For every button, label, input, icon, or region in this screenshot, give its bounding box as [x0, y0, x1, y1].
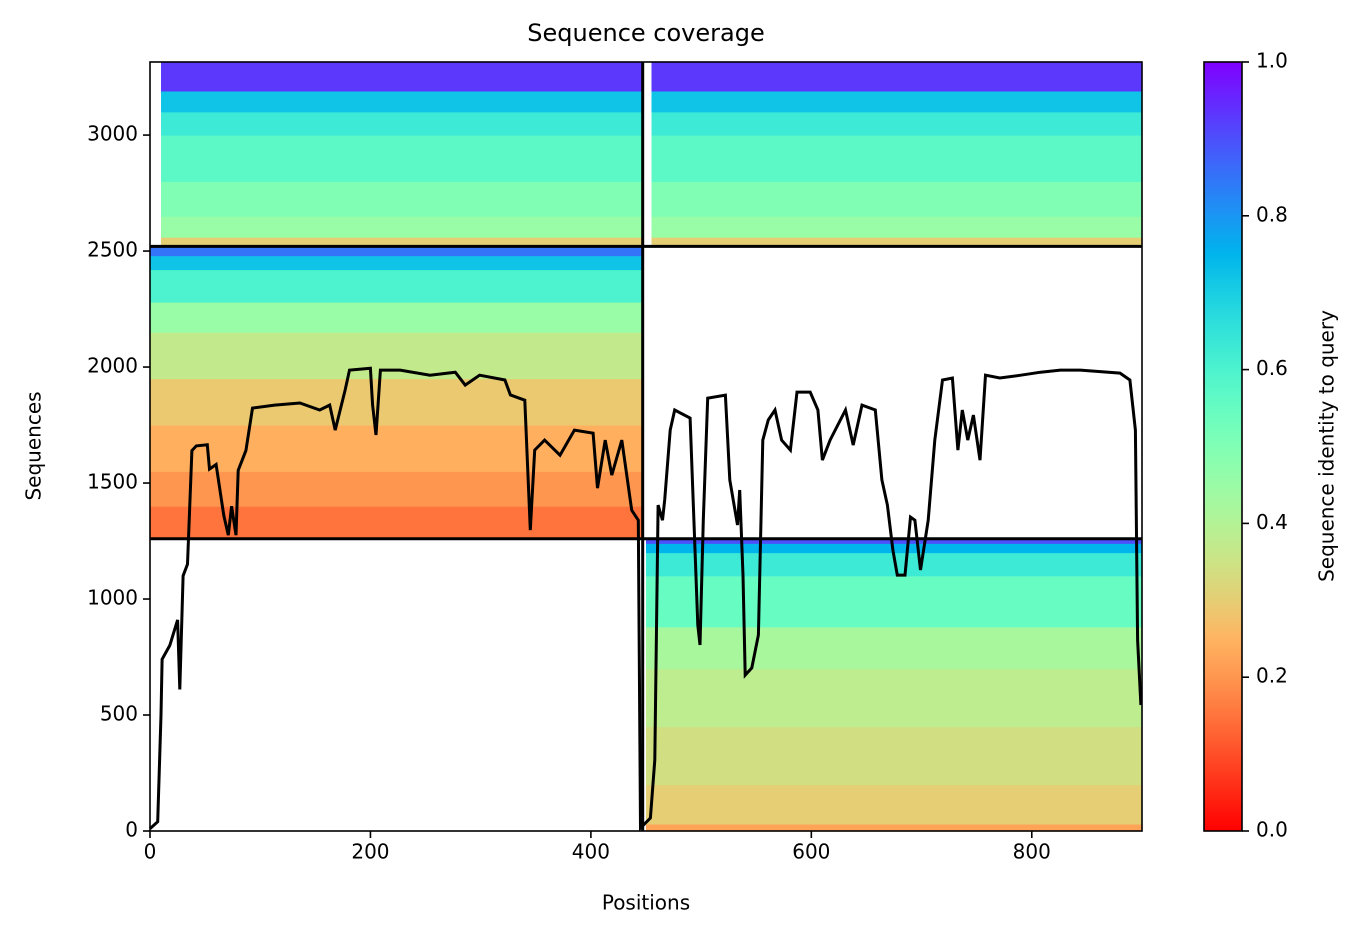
x-tick-label: 800 [1013, 840, 1051, 864]
heatmap-band [646, 626, 1142, 670]
heatmap-band [161, 111, 643, 136]
colorbar-tick-label: 0.4 [1256, 510, 1288, 534]
heatmap-band [161, 216, 643, 238]
heatmap-band [150, 425, 643, 472]
heatmap-band [161, 90, 643, 113]
heatmap-band [646, 538, 1142, 544]
x-tick-label: 200 [351, 840, 389, 864]
y-tick-label: 3000 [87, 122, 138, 146]
x-axis-label: Positions [602, 891, 690, 915]
colorbar-tick-label: 0.8 [1256, 202, 1288, 226]
axes-frame [149, 61, 1143, 832]
heatmap-band [651, 90, 1142, 113]
heatmap-band [161, 135, 643, 182]
heatmap-band [150, 302, 643, 333]
heatmap-band [646, 668, 1142, 728]
heatmap-band [161, 237, 643, 247]
chart-title: Sequence coverage [527, 19, 764, 47]
heatmap-band [651, 237, 1142, 247]
heatmap-band [161, 181, 643, 217]
heatmap-band [150, 269, 643, 303]
heatmap-band [651, 111, 1142, 136]
heatmap-band [646, 726, 1142, 786]
x-tick-label: 400 [572, 840, 610, 864]
heatmap-band [651, 216, 1142, 238]
heatmap-band [646, 824, 1142, 832]
coverage-line [148, 366, 1143, 832]
heatmap-band [150, 255, 643, 271]
colorbar [1203, 61, 1243, 832]
heatmap-band [646, 575, 1142, 628]
y-tick-label: 2500 [87, 238, 138, 262]
heatmap-band [150, 378, 643, 426]
colorbar-label: Sequence identity to query [1315, 310, 1339, 582]
heatmap-band [150, 246, 643, 257]
heatmap-band [651, 181, 1142, 217]
heatmap-band [161, 62, 643, 92]
x-tick-label: 600 [792, 840, 830, 864]
y-tick-label: 500 [100, 702, 138, 726]
heatmap-band [651, 62, 1142, 92]
heatmap-band [150, 332, 643, 380]
heatmap-band [150, 471, 643, 507]
y-tick-label: 0 [125, 818, 138, 842]
colorbar-tick-label: 0.0 [1256, 818, 1288, 842]
heatmap-band [646, 784, 1142, 825]
y-tick-label: 2000 [87, 354, 138, 378]
colorbar-tick-label: 0.6 [1256, 356, 1288, 380]
x-tick-label: 0 [144, 840, 157, 864]
y-axis-label: Sequences [22, 391, 46, 500]
colorbar-tick-label: 1.0 [1256, 49, 1288, 73]
y-tick-label: 1500 [87, 470, 138, 494]
colorbar-tick-label: 0.2 [1256, 664, 1288, 688]
heatmap-band [651, 135, 1142, 182]
y-tick-label: 1000 [87, 586, 138, 610]
